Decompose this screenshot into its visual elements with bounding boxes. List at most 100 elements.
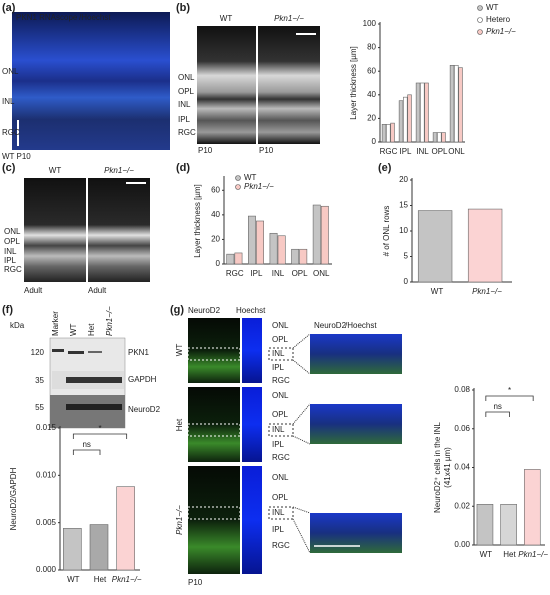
band bbox=[88, 351, 102, 353]
x-tick-label: RGC bbox=[226, 269, 244, 278]
zoom-connector bbox=[292, 333, 311, 349]
band bbox=[50, 395, 125, 428]
zoom-connector bbox=[292, 359, 311, 375]
bar bbox=[386, 124, 391, 143]
bar bbox=[417, 210, 453, 283]
x-tick-label: WT bbox=[67, 575, 80, 584]
layer-label: OPL bbox=[4, 237, 21, 246]
significance-bracket bbox=[72, 433, 128, 439]
layer-label: ONL bbox=[272, 391, 289, 400]
x-tick-label: OPL bbox=[431, 147, 448, 156]
layer-label: INL bbox=[178, 100, 191, 109]
lane-label: Het bbox=[87, 323, 96, 336]
panel-label: (g) bbox=[170, 304, 184, 316]
kda-label: kDa bbox=[10, 321, 25, 330]
micrograph-g bbox=[242, 318, 262, 383]
x-tick-label: INL bbox=[272, 269, 285, 278]
bar bbox=[449, 65, 455, 143]
x-tick-label: INL bbox=[416, 147, 429, 156]
layer-label: INL bbox=[272, 508, 285, 517]
significance-label: ns bbox=[82, 440, 90, 449]
x-tick-label: OPL bbox=[292, 269, 309, 278]
bar bbox=[437, 132, 442, 143]
protein-label: PKN1 bbox=[128, 348, 149, 357]
layer-label: INL bbox=[4, 247, 17, 256]
layer-label: ONL bbox=[2, 67, 19, 76]
y-tick-label: 0 bbox=[216, 259, 221, 268]
bar bbox=[432, 132, 438, 143]
protein-label: GAPDH bbox=[128, 375, 157, 384]
y-tick-label: 60 bbox=[367, 66, 376, 75]
layer-label: ONL bbox=[272, 473, 289, 482]
caption: Adult bbox=[24, 286, 43, 295]
x-tick-label: ONL bbox=[313, 269, 330, 278]
panel-label: (e) bbox=[378, 162, 392, 174]
significance-bracket bbox=[485, 395, 534, 401]
layer-label: IPL bbox=[4, 256, 17, 265]
y-tick-label: 0.005 bbox=[36, 518, 57, 527]
y-tick-label: 80 bbox=[367, 43, 376, 52]
legend-marker bbox=[477, 17, 483, 23]
bar bbox=[277, 235, 286, 265]
x-tick-label: Het bbox=[503, 550, 516, 559]
inl-box bbox=[268, 347, 294, 361]
legend-marker bbox=[477, 5, 483, 11]
micrograph-g bbox=[242, 466, 262, 574]
y-tick-label: 20 bbox=[399, 175, 408, 184]
caption: P10 bbox=[188, 578, 203, 587]
layer-label: OPL bbox=[272, 410, 289, 419]
layer-label: INL bbox=[2, 97, 15, 106]
bar bbox=[226, 253, 235, 265]
legend-label: Hetero bbox=[486, 15, 511, 24]
y-axis-label: (41x41 µm) bbox=[443, 447, 452, 488]
row-label: WT bbox=[175, 344, 184, 357]
stain-label: Hoechst bbox=[236, 306, 266, 315]
y-tick-label: 40 bbox=[367, 90, 376, 99]
lane-label: Pkn1−/− bbox=[105, 306, 114, 336]
significance-bracket bbox=[485, 411, 510, 417]
bar bbox=[269, 232, 278, 265]
caption: WT P10 bbox=[2, 152, 31, 161]
inl-box bbox=[268, 506, 294, 520]
lane-label: Marker bbox=[51, 311, 60, 336]
band bbox=[68, 351, 84, 354]
layer-label: INL bbox=[272, 425, 285, 434]
y-tick-label: 0.010 bbox=[36, 470, 57, 479]
column-label: Pkn1−/− bbox=[274, 14, 304, 23]
layer-label: IPL bbox=[272, 440, 285, 449]
inl-box bbox=[268, 423, 294, 437]
row-label: Pkn1−/− bbox=[175, 505, 184, 535]
marker-label: 35 bbox=[35, 376, 44, 385]
y-tick-label: 5 bbox=[404, 252, 409, 261]
stain-label: NeuroD2 bbox=[188, 306, 221, 315]
y-tick-label: 0 bbox=[372, 137, 377, 146]
bar bbox=[523, 469, 541, 546]
legend-label: WT bbox=[486, 3, 499, 12]
y-tick-label: 0 bbox=[404, 277, 409, 286]
bar bbox=[291, 248, 300, 265]
bar bbox=[248, 215, 256, 265]
significance-label: ns bbox=[493, 402, 501, 411]
bar bbox=[476, 504, 494, 546]
blot-bands bbox=[50, 349, 125, 428]
x-tick-label: WT bbox=[480, 550, 493, 559]
y-tick-label: 100 bbox=[363, 19, 377, 28]
stain-label: PKN1 RNAscope bbox=[16, 13, 78, 22]
y-axis-label: Layer thickness [µm] bbox=[193, 184, 202, 258]
column-label: WT bbox=[220, 14, 233, 23]
significance-label: * bbox=[508, 386, 511, 395]
caption: P10 bbox=[198, 146, 213, 155]
bar bbox=[403, 96, 408, 143]
layer-label: RGC bbox=[272, 376, 290, 385]
bar bbox=[390, 122, 395, 143]
zoom bbox=[310, 334, 402, 374]
y-axis-label: NeuroD2⁺ cells in the INL bbox=[433, 421, 442, 512]
layer-label: OPL bbox=[272, 335, 289, 344]
band bbox=[52, 349, 64, 352]
stain-label: /Hoechst bbox=[79, 13, 111, 22]
bar bbox=[398, 100, 404, 143]
inl-box bbox=[187, 506, 241, 520]
layer-label: OPL bbox=[178, 87, 195, 96]
bar bbox=[420, 82, 425, 143]
lane-label: WT bbox=[69, 323, 78, 336]
